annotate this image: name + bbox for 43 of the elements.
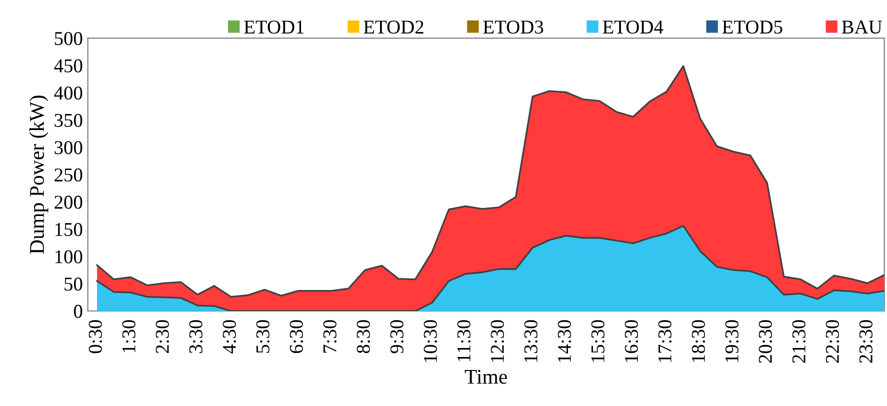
legend-label: BAU <box>842 20 882 34</box>
x-tick-label: 12:30 <box>490 320 504 362</box>
y-tick-label: 450 <box>54 59 82 72</box>
x-tick-label: 13:30 <box>524 320 538 362</box>
x-tick-label: 8:30 <box>356 320 370 354</box>
y-tick-label: 200 <box>54 196 82 209</box>
y-tick-label: 250 <box>54 168 82 182</box>
x-axis-title: Time <box>464 370 507 384</box>
y-tick-label: 0 <box>74 304 82 318</box>
x-tick-label: 9:30 <box>390 320 404 354</box>
legend-label: ETOD4 <box>602 20 664 34</box>
y-tick-label: 50 <box>64 278 82 291</box>
x-tick-label: 21:30 <box>792 320 806 363</box>
x-tick-label: 15:30 <box>591 320 605 362</box>
y-tick-label: 500 <box>54 32 82 46</box>
y-tick-label: 350 <box>54 114 82 127</box>
x-tick-label: 4:30 <box>222 320 236 354</box>
x-tick-label: 2:30 <box>156 320 169 354</box>
x-tick-label: 6:30 <box>290 320 303 354</box>
legend-label: ETOD1 <box>244 20 304 34</box>
y-tick-label: 150 <box>55 222 82 236</box>
y-axis-title: Dump Power (kW) <box>29 96 48 254</box>
x-tick-label: 20:30 <box>758 320 772 363</box>
x-tick-label: 23:30 <box>859 320 873 363</box>
x-tick-label: 10:30 <box>424 320 438 362</box>
legend-label: ETOD3 <box>483 20 544 34</box>
x-tick-label: 22:30 <box>826 320 840 363</box>
x-tick-label: 17:30 <box>658 320 672 362</box>
x-tick-label: 11:30 <box>457 320 471 362</box>
x-tick-label: 0:30 <box>88 320 102 354</box>
y-tick-label: 300 <box>54 141 82 154</box>
y-tick-label: 400 <box>54 86 82 100</box>
x-tick-label: 19:30 <box>725 320 739 362</box>
x-tick-label: 3:30 <box>189 320 202 353</box>
legend-label: ETOD5 <box>722 20 782 34</box>
x-tick-label: 5:30 <box>256 320 270 353</box>
x-tick-label: 14:30 <box>558 320 572 362</box>
y-tick-label: 100 <box>55 250 82 264</box>
x-tick-label: 18:30 <box>692 320 706 362</box>
x-tick-label: 1:30 <box>122 320 136 352</box>
legend-label: ETOD2 <box>364 20 424 34</box>
x-tick-label: 16:30 <box>624 320 638 362</box>
x-tick-label: 7:30 <box>323 320 336 353</box>
